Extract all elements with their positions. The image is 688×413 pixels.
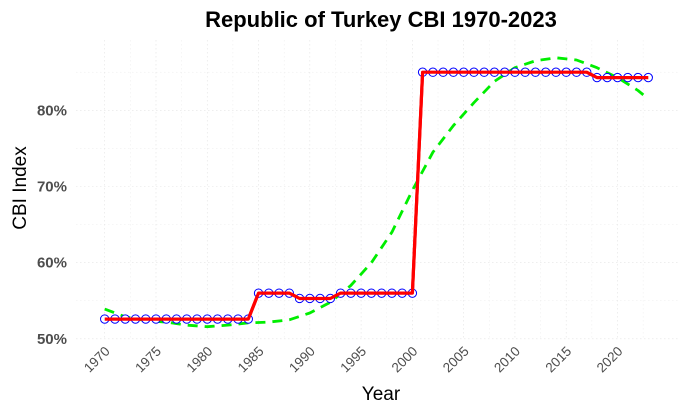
y-tick-label: 50% bbox=[37, 331, 67, 348]
y-tick-label: 60% bbox=[37, 255, 67, 272]
grid bbox=[76, 40, 678, 340]
y-tick-label: 70% bbox=[37, 178, 67, 195]
x-axis-title: Year bbox=[362, 384, 401, 405]
y-axis-ticks: 50% 60% 70% 80% bbox=[37, 102, 67, 348]
y-tick-label: 80% bbox=[37, 102, 67, 119]
y-axis-title: CBI Index bbox=[10, 146, 31, 230]
cbi-series-line-overlay bbox=[104, 70, 649, 321]
chart-title: Republic of Turkey CBI 1970-2023 bbox=[205, 7, 557, 32]
trend-series-line bbox=[104, 56, 650, 329]
